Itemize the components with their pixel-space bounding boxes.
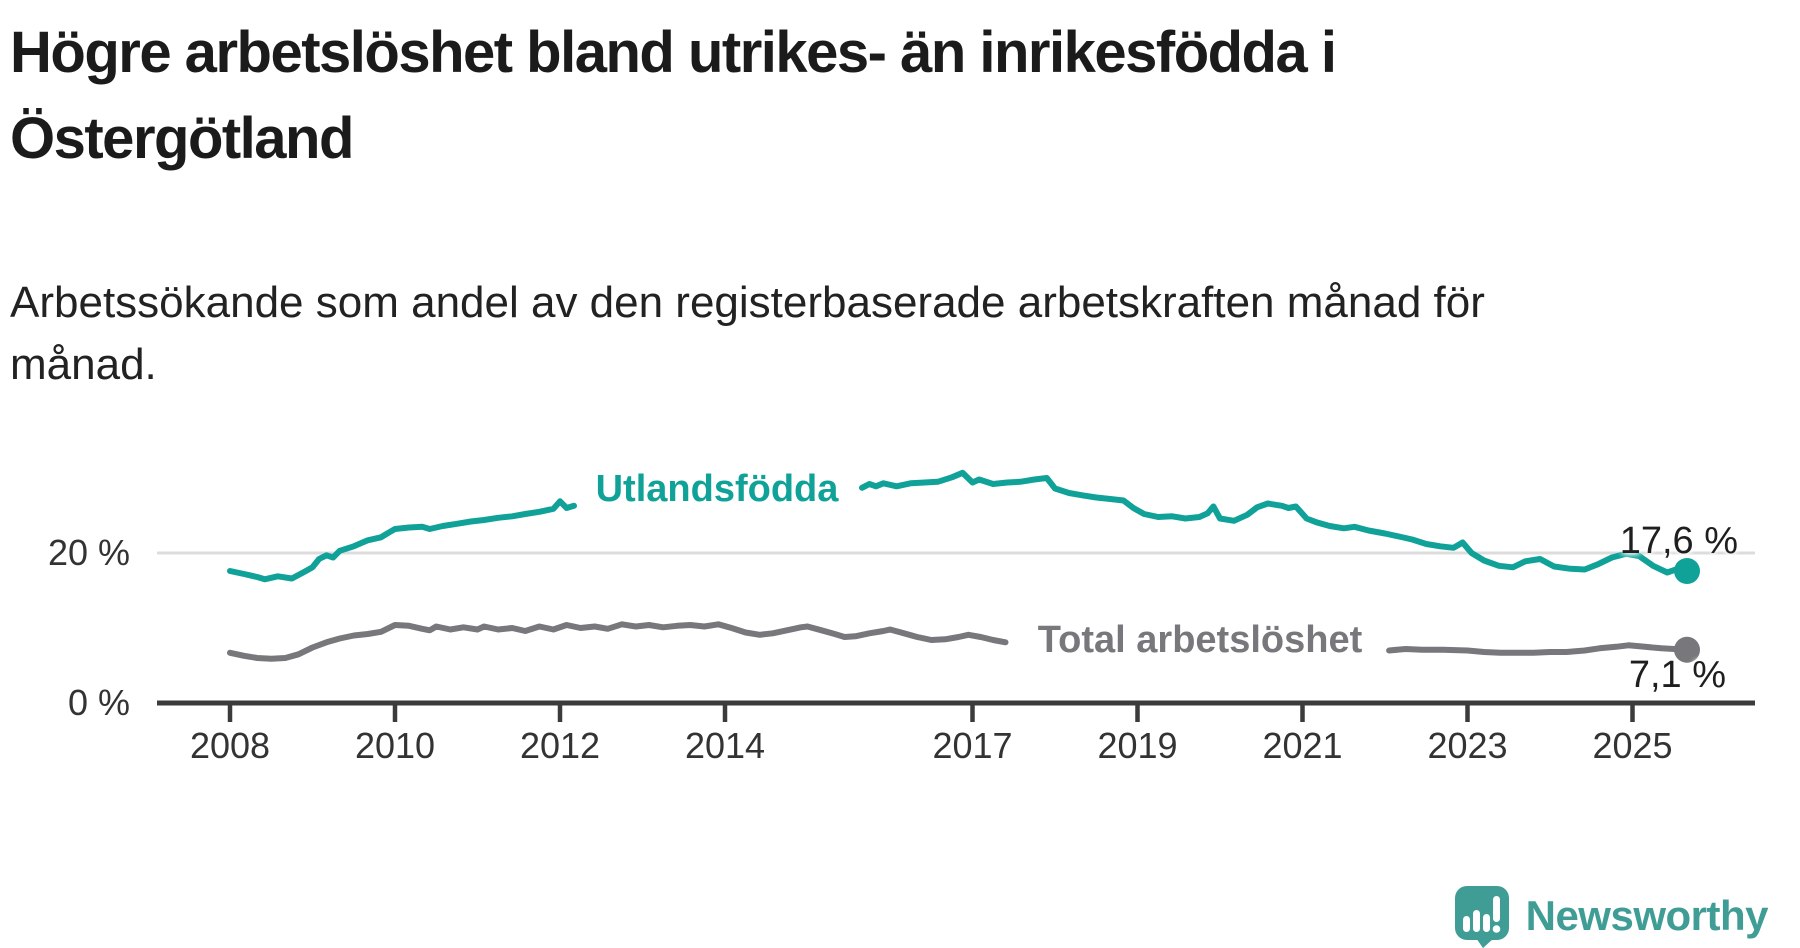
series-line-total	[1386, 642, 1690, 656]
series-end-dot-utlandsfodda	[1674, 558, 1700, 584]
newsworthy-logo-icon	[1454, 886, 1509, 948]
end-label-total-arbetsloshet: 7,1 %	[1628, 654, 1726, 696]
series-label-total-arbetsloshet: Total arbetslöshet	[1037, 619, 1363, 661]
page-title-line-1: Högre arbetslöshet bland utrikes- än inr…	[10, 20, 1337, 85]
series-line-total	[227, 621, 1009, 662]
x-axis-tick-label-2025: 2025	[1592, 725, 1673, 766]
x-axis-tick-label-2014: 2014	[684, 725, 766, 766]
chart-subtitle-line-1: Arbetssökande som andel av den registerb…	[10, 278, 1485, 327]
chart-subtitle: Arbetssökande som andel av den registerb…	[10, 272, 1790, 396]
x-axis-tick-label-2010: 2010	[354, 725, 436, 766]
x-axis-tick-label-2008: 2008	[189, 725, 271, 766]
newsworthy-logo: Newsworthy	[1454, 884, 1769, 948]
x-axis-tick-label-2012: 2012	[519, 725, 601, 766]
series-label-utlandsfodda: Utlandsfödda	[595, 468, 839, 510]
series-line-utlandsfodda	[227, 498, 577, 583]
x-axis-tick-label-2021: 2021	[1262, 725, 1343, 766]
newsworthy-logo-text: Newsworthy	[1525, 892, 1769, 939]
x-axis	[157, 700, 1755, 722]
page-title-line-2: Östergötland	[10, 106, 354, 171]
x-axis-tick-label-2019: 2019	[1097, 725, 1178, 766]
chart-subtitle-line-2: månad.	[10, 340, 157, 389]
y-axis-label-20pct: 20 %	[47, 532, 130, 573]
x-axis-tick-label-2023: 2023	[1427, 725, 1508, 766]
series-layer	[227, 469, 1700, 663]
end-label-utlandsfodda: 17,6 %	[1619, 520, 1738, 562]
page-title: Högre arbetslöshet bland utrikes- än inr…	[10, 10, 1790, 182]
y-axis-label-0pct: 0 %	[67, 682, 130, 723]
x-axis-tick-label-2017: 2017	[932, 725, 1013, 766]
series-line-utlandsfodda	[859, 469, 1690, 576]
series-end-dot-total	[1674, 636, 1700, 663]
